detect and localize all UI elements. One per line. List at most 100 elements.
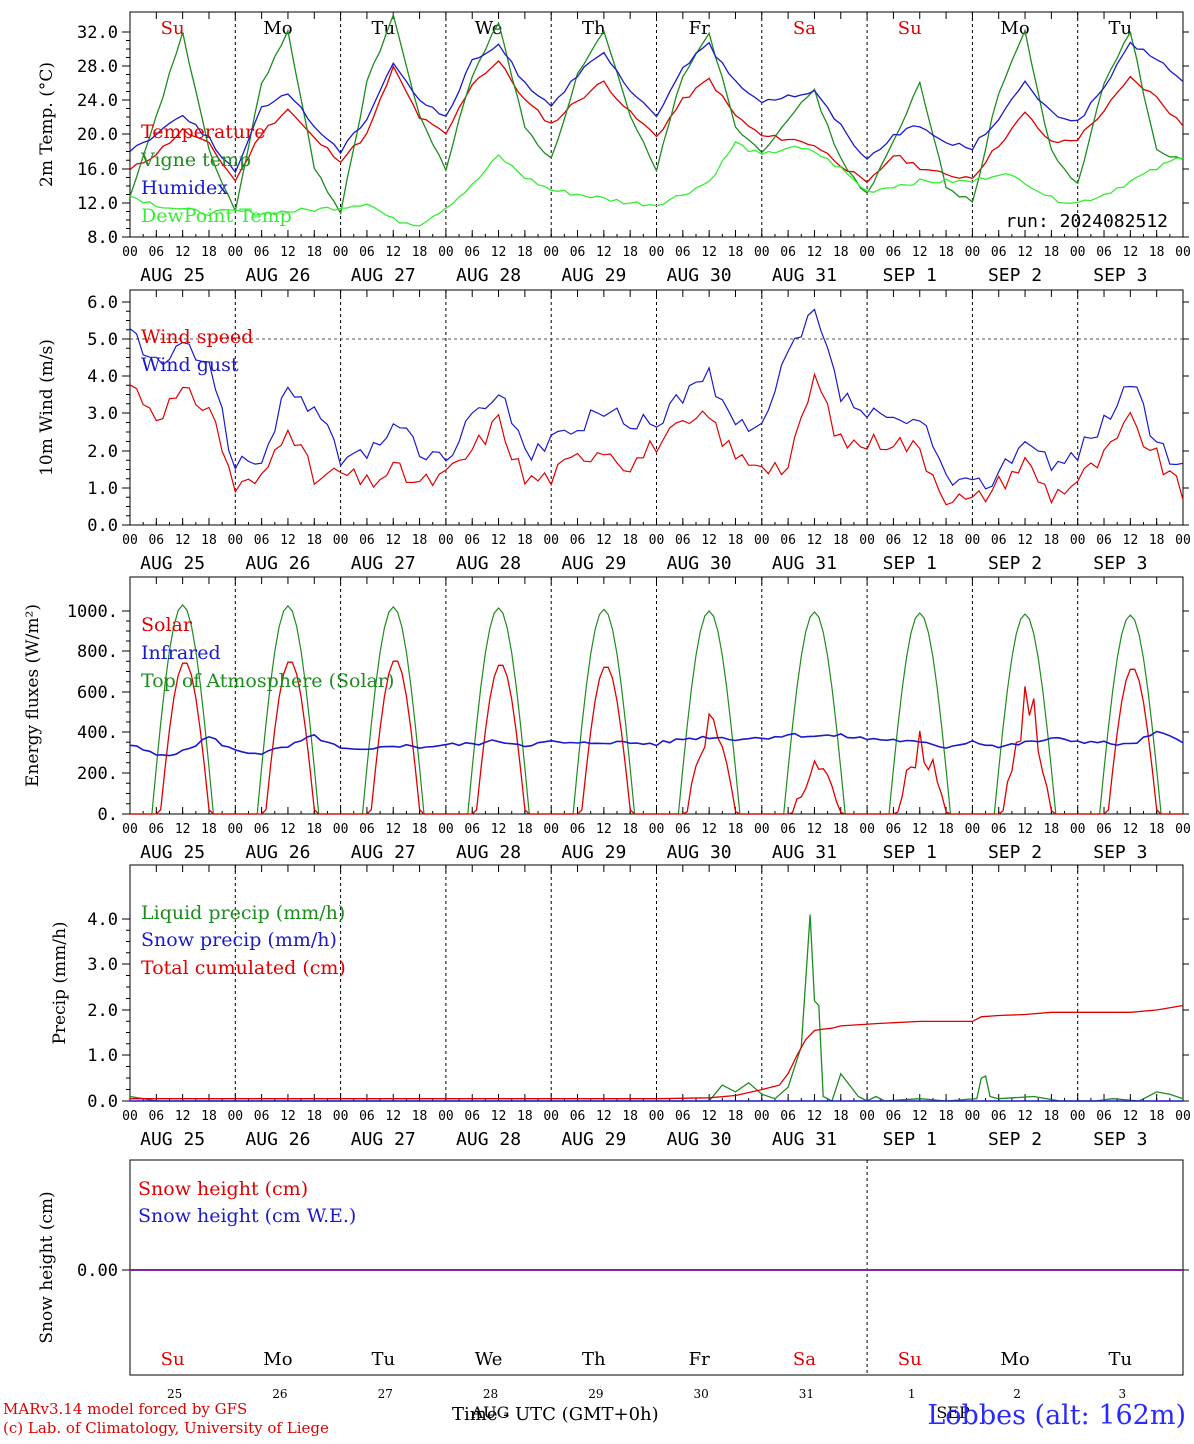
hour-label: 00 [754,533,770,548]
month-label: AUG [471,1403,510,1422]
hour-label: 06 [254,1109,270,1124]
hour-label: 00 [333,822,349,837]
hour-label: 00 [965,822,981,837]
date-label: AUG 27 [351,842,416,863]
legend-entry: DewPoint Temp [141,205,292,227]
hour-label: 18 [201,245,217,260]
hour-label: 00 [227,822,243,837]
hour-label: 12 [701,533,717,548]
day-name: Su [898,18,922,39]
legend-entry: Temperature [141,121,265,143]
date-label: AUG 31 [772,265,837,286]
hour-label: 00 [122,533,138,548]
hour-label: 18 [938,1109,954,1124]
date-label: AUG 30 [667,1129,732,1150]
hour-label: 00 [333,533,349,548]
hour-label: 18 [517,533,533,548]
hour-label: 12 [912,822,928,837]
hour-label: 00 [965,533,981,548]
y-tick-label: 24.0 [77,91,118,111]
hour-label: 00 [227,1109,243,1124]
hour-label: 00 [1175,1109,1191,1124]
hour-label: 12 [1123,245,1139,260]
date-label: AUG 25 [140,265,205,286]
hour-label: 18 [1149,1109,1165,1124]
y-tick-label: 28.0 [77,57,118,77]
hour-label: 06 [464,245,480,260]
hour-label: 18 [1149,245,1165,260]
hour-label: 00 [965,245,981,260]
hour-label: 00 [1070,245,1086,260]
hour-label: 18 [201,1109,217,1124]
legend-entry: Humidex [141,177,228,199]
day-number: 26 [272,1387,287,1401]
day-number: 29 [588,1387,603,1401]
hour-label: 12 [1017,245,1033,260]
y-tick-label: 600. [77,683,118,703]
hour-label: 12 [491,533,507,548]
hour-label: 06 [780,533,796,548]
day-name-bottom: Tu [371,1349,395,1370]
hour-label: 06 [675,822,691,837]
hour-label: 12 [596,822,612,837]
day-name: Su [161,18,185,39]
date-label: SEP 2 [988,842,1042,863]
hour-label: 00 [1175,822,1191,837]
date-label: AUG 29 [561,265,626,286]
hour-label: 00 [649,533,665,548]
hour-label: 00 [1175,533,1191,548]
hour-label: 12 [807,1109,823,1124]
y-tick-label: 8.0 [87,228,118,248]
hour-label: 00 [1070,822,1086,837]
hour-label: 00 [1070,533,1086,548]
hour-label: 06 [148,533,164,548]
y-tick-label: 2.0 [87,442,118,462]
series-line-temperature [129,60,1184,184]
hour-label: 18 [201,822,217,837]
series-line-humidex [129,41,1184,174]
hour-label: 00 [227,533,243,548]
hour-label: 18 [833,822,849,837]
day-number: 25 [167,1387,182,1401]
day-number: 28 [483,1387,498,1401]
legend-entry: Wind gust [141,354,239,376]
hour-label: 00 [754,245,770,260]
day-name-bottom: Th [582,1349,606,1370]
day-number: 27 [378,1387,393,1401]
date-label: AUG 29 [561,1129,626,1150]
hour-label: 06 [886,533,902,548]
hour-label: 00 [543,1109,559,1124]
hour-label: 06 [464,1109,480,1124]
y-axis-label: Snow height (cm) [37,1191,57,1343]
date-label: AUG 26 [245,553,310,574]
hour-label: 06 [359,1109,375,1124]
day-name: Sa [793,18,816,39]
date-label: AUG 27 [351,265,416,286]
hour-label: 06 [254,822,270,837]
date-label: AUG 25 [140,842,205,863]
hour-label: 00 [333,1109,349,1124]
hour-label: 12 [385,822,401,837]
day-number: 3 [1119,1387,1127,1401]
day-name-bottom: Su [161,1349,185,1370]
day-name-bottom: Fr [689,1349,710,1370]
hour-label: 18 [1044,245,1060,260]
hour-label: 06 [675,1109,691,1124]
date-label: AUG 26 [245,265,310,286]
hour-label: 06 [148,822,164,837]
date-label: SEP 2 [988,1129,1042,1150]
hour-label: 18 [938,822,954,837]
hour-label: 18 [306,245,322,260]
y-tick-label: 2.0 [87,1001,118,1021]
day-number: 1 [908,1387,916,1401]
run-label: run: 2024082512 [1005,211,1168,232]
hour-label: 18 [622,822,638,837]
hour-label: 06 [464,533,480,548]
day-number: 30 [694,1387,709,1401]
hour-label: 06 [359,533,375,548]
legend-entry: Top of Atmosphere (Solar) [141,670,394,692]
hour-label: 00 [438,533,454,548]
y-tick-label: 12.0 [77,194,118,214]
hour-label: 12 [912,1109,928,1124]
hour-label: 18 [1149,533,1165,548]
